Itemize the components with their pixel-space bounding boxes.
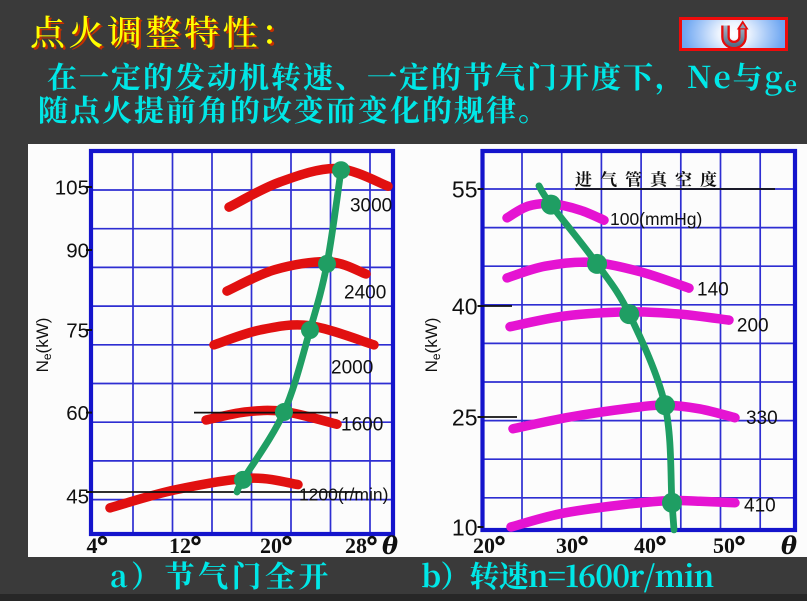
series-label-410: 410	[744, 496, 776, 517]
optimum-point	[661, 492, 682, 513]
caption-chart-b: b）转速n=1600r/min	[421, 552, 714, 596]
optimum-point	[540, 194, 561, 215]
y-tick-label: 45	[66, 485, 89, 508]
degree-symbol	[367, 535, 377, 546]
series-curve-2000	[209, 320, 379, 350]
chart-captions: a）节气门全开 b）转速n=1600r/min	[0, 552, 807, 596]
series-curve-1600	[201, 405, 342, 429]
y-tick-label: 105	[55, 176, 89, 199]
y-tick-label: 10	[452, 514, 478, 540]
degree-symbol	[495, 535, 505, 546]
y-tick-label: 25	[452, 404, 478, 430]
series-curve-1200(r/min)	[105, 473, 303, 513]
series-label-100(mmHg): 100(mmHg)	[610, 209, 702, 229]
chart-inner-title: 进气管真空度	[575, 166, 725, 191]
series-curve-3000	[224, 163, 393, 212]
degree-symbol	[656, 535, 666, 546]
intro-line-2: 随点火提前角的改变而变化的规律。	[38, 86, 550, 130]
series-curve-410	[506, 495, 740, 532]
text-subscript: e	[784, 67, 799, 99]
chart-throttle-full-open: 45 60 75 90 105 4 12 20 28 θ Ne(kW) 1200(r/min) 1600…	[33, 148, 398, 557]
degree-symbol	[191, 535, 201, 546]
series-label-1600: 1600	[341, 415, 383, 436]
series-curve-2400	[222, 256, 371, 296]
series-label-3000: 3000	[350, 196, 392, 217]
optimum-point	[274, 403, 293, 422]
series-label-1200(r/min): 1200(r/min)	[299, 485, 388, 505]
optimum-point	[332, 161, 351, 180]
series-label-2400: 2400	[344, 283, 386, 304]
x-axis-label-theta: θ	[382, 531, 398, 557]
chart-speed-1600: 10 25 40 55 20 30 40 50 θ Ne(kW) 进气管真空度 100(mmHg) 14…	[422, 148, 798, 557]
optimum-point	[587, 253, 608, 274]
x-tick-label: 28	[345, 533, 367, 557]
x-tick-label: 50	[713, 533, 735, 557]
plot-border	[480, 148, 798, 533]
charts-panel: 45 60 75 90 105 4 12 20 28 θ Ne(kW) 1200(r/min) 1600…	[28, 144, 807, 557]
text-run: 在一定的发动机转速、一定的节气门开度下，Ne与g	[47, 53, 785, 97]
y-axis-label: Ne(kW)	[33, 318, 54, 373]
optimum-point	[655, 395, 676, 416]
x-tick-label: 40	[634, 533, 656, 557]
series-label-140: 140	[697, 279, 729, 300]
y-tick-label: 90	[66, 239, 89, 262]
y-tick-label: 60	[66, 402, 89, 425]
return-button[interactable]	[679, 17, 788, 51]
intro-line-1: 在一定的发动机转速、一定的节气门开度下，Ne与ge	[47, 60, 799, 94]
x-tick-label: 20	[473, 533, 495, 557]
y-tick-label: 75	[66, 319, 89, 342]
y-axis-label: Ne(kW)	[422, 318, 443, 373]
series-curve-330	[508, 400, 740, 434]
x-axis-label-theta: θ	[781, 531, 797, 557]
series-label-330: 330	[746, 408, 778, 429]
bottom-edge-strip	[0, 594, 807, 601]
caption-chart-a: a）节气门全开	[110, 552, 333, 596]
series-label-2000: 2000	[331, 357, 373, 378]
degree-symbol	[282, 535, 292, 546]
optimum-point	[318, 254, 336, 273]
degree-symbol	[97, 535, 108, 546]
u-turn-arrow-icon	[720, 20, 749, 49]
degree-symbol	[578, 535, 588, 546]
degree-symbol	[735, 535, 745, 546]
x-tick-label: 20	[260, 533, 282, 557]
y-tick-label: 55	[452, 176, 478, 202]
optimum-point	[234, 470, 253, 489]
series-label-200: 200	[737, 316, 769, 337]
page-title: 点火调整特性：	[30, 6, 300, 56]
optimum-curve	[535, 182, 678, 534]
y-tick-label: 40	[452, 293, 478, 319]
optimum-point	[301, 321, 319, 339]
x-tick-label: 30	[556, 533, 578, 557]
x-tick-label: 12	[169, 533, 191, 557]
plot-border	[88, 148, 396, 537]
optimum-point	[619, 304, 640, 325]
x-tick-label: 4	[87, 533, 98, 557]
